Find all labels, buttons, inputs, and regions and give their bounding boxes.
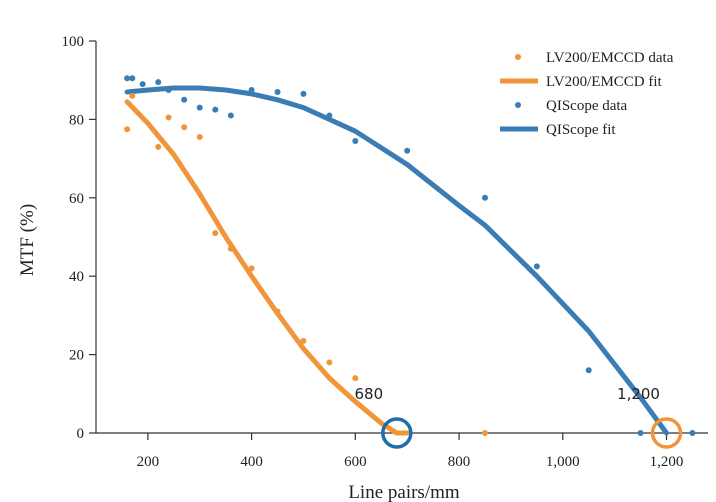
legend-marker	[515, 102, 521, 108]
data-point	[181, 124, 188, 131]
y-axis-title: MTF (%)	[17, 204, 38, 276]
x-axis-title: Line pairs/mm	[348, 482, 460, 502]
data-point	[481, 194, 488, 201]
data-point	[124, 75, 131, 82]
data-point	[326, 112, 333, 119]
data-point	[689, 430, 696, 436]
y-tick-label: 100	[62, 34, 85, 50]
data-point	[274, 88, 281, 95]
y-tick-label: 80	[69, 112, 84, 128]
legend: LV200/EMCCD data LV200/EMCCD fit QIScope d…	[500, 50, 674, 138]
data-point	[129, 75, 136, 82]
legend-label: LV200/EMCCD fit	[546, 74, 663, 90]
data-point	[227, 245, 234, 252]
chart-marks	[124, 75, 696, 436]
highlight-circle	[381, 417, 413, 449]
data-point	[196, 104, 203, 111]
data-point	[165, 87, 172, 93]
data-point	[481, 430, 488, 436]
x-tick-label: 1,000	[546, 454, 580, 470]
legend-marker	[515, 54, 521, 60]
data-point	[300, 337, 307, 344]
highlight-circle	[650, 417, 683, 449]
data-point	[533, 263, 540, 270]
data-point	[155, 79, 162, 86]
y-tick-label: 20	[69, 348, 84, 364]
y-tick-label: 0	[77, 426, 85, 442]
data-point	[352, 375, 359, 382]
data-point	[165, 114, 172, 121]
data-point	[212, 230, 219, 237]
legend-label: QIScope fit	[546, 122, 616, 138]
data-point	[637, 430, 644, 436]
x-tick-label: 200	[137, 454, 160, 470]
x-tick-label: 600	[344, 454, 367, 470]
legend-label: LV200/EMCCD data	[546, 50, 674, 66]
series-line	[124, 85, 669, 436]
series-line	[124, 99, 410, 436]
y-tick-label: 40	[69, 269, 84, 285]
data-point	[227, 112, 234, 119]
x-tick-label: 400	[240, 454, 263, 470]
axes: 0 20 40 60 80 100 200 400 600 800 1,000 1,200	[62, 34, 708, 470]
data-point	[248, 87, 255, 93]
data-point	[300, 90, 307, 97]
annotations: 680 1,200	[354, 385, 683, 449]
data-point	[124, 126, 131, 133]
x-tick-label: 1,200	[650, 454, 684, 470]
data-point	[326, 359, 333, 366]
data-point	[155, 143, 162, 150]
data-point	[352, 137, 359, 144]
x-tick-label: 800	[448, 454, 471, 470]
data-point	[212, 106, 219, 113]
data-point	[404, 147, 411, 154]
data-point	[139, 81, 146, 88]
annotation-label: 680	[354, 385, 383, 403]
data-point	[181, 96, 188, 103]
data-point	[585, 367, 592, 374]
legend-label: QIScope data	[546, 98, 628, 114]
y-tick-label: 60	[69, 191, 84, 207]
annotation-label: 1,200	[617, 385, 660, 403]
data-point	[196, 134, 203, 141]
data-point	[248, 265, 255, 272]
data-point	[274, 308, 281, 315]
data-point	[129, 92, 136, 99]
